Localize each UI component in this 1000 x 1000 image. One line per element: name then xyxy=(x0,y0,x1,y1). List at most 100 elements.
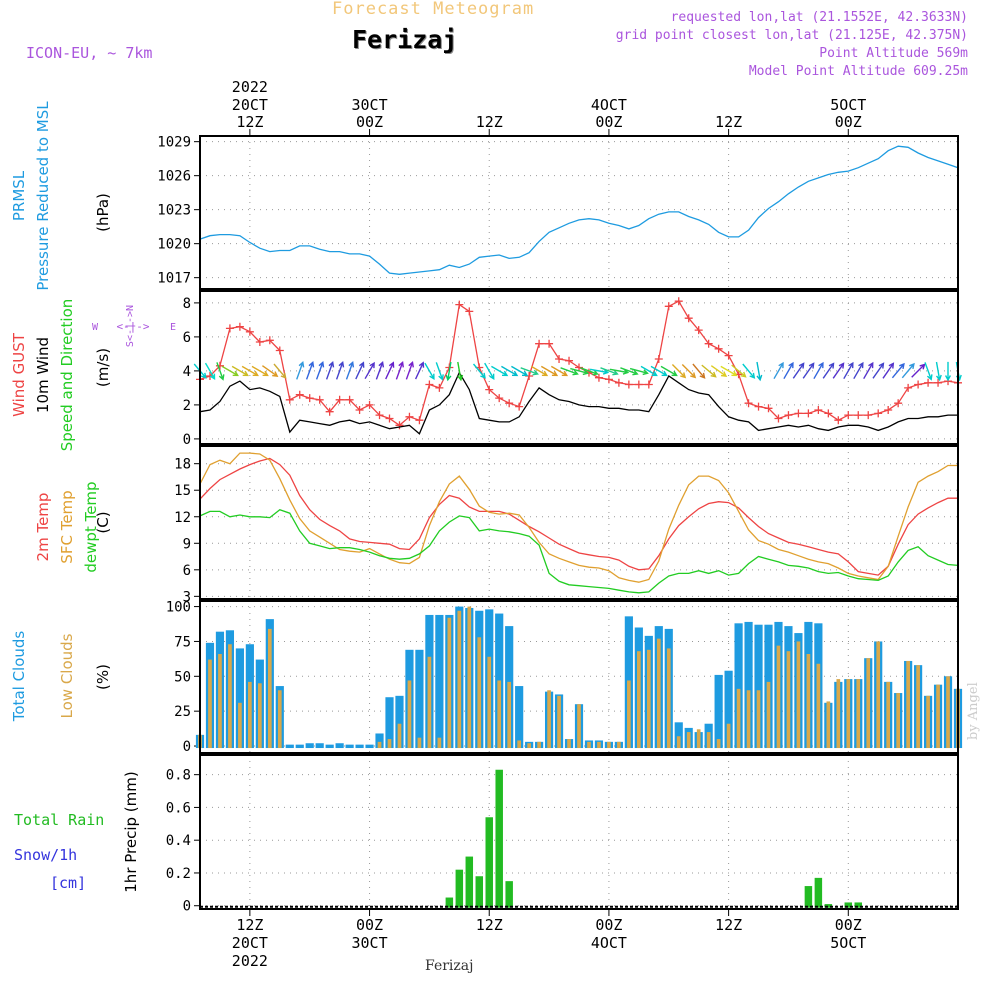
low-cloud-bar xyxy=(587,741,591,749)
panel-precip: 0 0.2 0.4 0.6 0.8 1hr Precip (mm) Total Rain Sn… xyxy=(14,754,959,915)
precip-bar xyxy=(495,769,503,908)
gust-marker xyxy=(904,383,913,392)
gust-marker xyxy=(844,411,853,420)
y-tick-label-precip: 0.4 xyxy=(166,833,191,849)
low-cloud-bar xyxy=(836,679,841,749)
low-cloud-bar xyxy=(866,658,871,749)
gust-marker xyxy=(924,378,933,387)
panel-frame-pressure xyxy=(199,135,959,290)
gust-marker xyxy=(594,373,603,382)
gust-marker xyxy=(654,355,663,363)
clouds-bar xyxy=(415,649,424,749)
clouds-bar xyxy=(285,744,294,749)
low-cloud-bar xyxy=(447,617,452,749)
gust-marker xyxy=(515,402,524,411)
gust-marker xyxy=(315,395,324,404)
model-name: ICON-EU, ~ 7km xyxy=(26,44,153,62)
low-cloud-bar xyxy=(208,659,212,749)
wind-direction-arrow xyxy=(540,365,559,377)
wind-direction-arrow xyxy=(435,362,444,381)
low-cloud-bar xyxy=(646,649,651,749)
gust-marker xyxy=(774,414,783,423)
low-cloud-bar xyxy=(946,676,950,749)
gust-marker xyxy=(365,400,374,409)
wind-direction-arrow xyxy=(414,361,425,380)
low-cloud-bar xyxy=(906,660,910,749)
gust-marker xyxy=(545,339,554,348)
y-tick-label-pressure: 1023 xyxy=(157,203,191,219)
clouds-bar xyxy=(235,648,244,749)
gust-marker xyxy=(824,409,833,418)
gust-marker xyxy=(754,402,763,411)
gust-marker xyxy=(535,339,544,348)
low-cloud-bar xyxy=(766,681,771,749)
top-axis-date: 4OCT xyxy=(591,96,627,114)
low-cloud-bar xyxy=(427,656,432,749)
low-cloud-bar xyxy=(806,653,811,749)
unit-label-precip: 1hr Precip (mm) xyxy=(122,771,140,892)
low-cloud-bar xyxy=(547,690,551,749)
low-cloud-bar xyxy=(477,637,482,749)
wind-line-wind-gust xyxy=(199,300,959,427)
y-tick-label-wind: 8 xyxy=(183,296,191,312)
wind-direction-arrow xyxy=(530,365,549,377)
wind-direction-arrow xyxy=(832,362,845,379)
gust-marker xyxy=(265,336,274,345)
clouds-bar xyxy=(335,743,344,749)
y-tick-label-precip: 0.2 xyxy=(166,866,191,882)
wind-direction-arrow xyxy=(589,368,610,375)
wind-direction-arrow xyxy=(924,362,933,381)
panel-temperature: 3 6 9 12 15 18 (C) 2m Temp SFC Temp dewpt Temp xyxy=(34,445,959,605)
unit-label-wind: (m/s) xyxy=(94,348,112,387)
low-cloud-bar xyxy=(537,741,541,749)
low-cloud-bar xyxy=(597,741,601,749)
clouds-bar xyxy=(744,621,753,749)
low-cloud-bar xyxy=(387,739,392,749)
gust-marker xyxy=(325,407,334,416)
temperature-line-dewpt-temp xyxy=(199,508,959,594)
low-cloud-bar xyxy=(746,690,751,749)
requested-coords: requested lon,lat (21.1552E, 42.3633N) xyxy=(670,10,968,25)
wind-direction-arrow xyxy=(395,361,404,380)
top-axis-date: 30CT xyxy=(351,96,387,114)
temperature-line-2m-temp xyxy=(199,457,958,576)
gust-marker xyxy=(565,356,574,365)
gust-marker xyxy=(884,406,893,414)
gust-marker xyxy=(395,421,404,430)
gust-marker xyxy=(854,411,863,420)
y-tick-label-clouds: 50 xyxy=(174,669,191,685)
wind-direction-arrow xyxy=(364,361,375,380)
precip-bar xyxy=(814,877,823,908)
gust-marker xyxy=(694,326,703,335)
panel-clouds: 0 25 50 75 100 (%) Total Clouds Low Clouds xyxy=(10,600,963,755)
y-tick-label-clouds: 25 xyxy=(174,704,191,720)
wind-direction-arrow xyxy=(813,361,824,380)
wind-direction-arrow xyxy=(911,363,926,378)
low-cloud-bar xyxy=(637,651,641,749)
gust-marker xyxy=(225,324,234,333)
y-tick-label-pressure: 1026 xyxy=(157,169,191,185)
y-tick-label-temperature: 3 xyxy=(183,589,191,605)
compass-e: E xyxy=(170,322,176,333)
wind-direction-arrow xyxy=(550,365,569,377)
bottom-axis-hour: 00Z xyxy=(835,916,862,934)
low-cloud-bar xyxy=(936,684,940,749)
precip-bar xyxy=(485,817,493,908)
low-cloud-bar xyxy=(487,656,492,749)
gust-marker xyxy=(624,380,633,389)
wind-direction-arrow xyxy=(241,365,259,377)
y-tick-label-precip: 0.6 xyxy=(166,800,191,816)
wind-direction-arrow xyxy=(681,364,697,379)
low-cloud-bar xyxy=(228,644,232,749)
unit-label-temperature: (C) xyxy=(94,511,112,533)
panel-pressure: 1017 1020 1023 1026 1029 (hPa) PRMSL Pressure R… xyxy=(10,101,959,291)
low-cloud-bar xyxy=(407,680,412,749)
low-cloud-bar xyxy=(437,737,442,749)
low-cloud-bar xyxy=(826,701,831,749)
top-axis-hour: 00Z xyxy=(835,113,862,131)
gust-marker xyxy=(385,414,394,423)
bottom-axis-hour: 12Z xyxy=(715,916,742,934)
y-tick-label-temperature: 12 xyxy=(174,510,191,526)
low-cloud-bar xyxy=(676,736,681,749)
gust-marker xyxy=(894,399,903,408)
